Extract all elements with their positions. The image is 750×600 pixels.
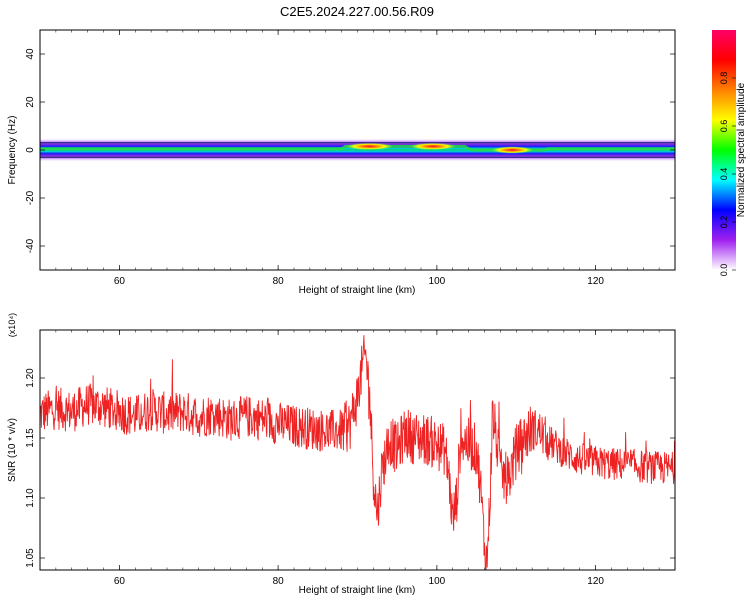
spectrogram-y-tick-label: 40: [25, 48, 36, 60]
snr-y-label: SNR (10 * v/v): [7, 418, 18, 482]
snr-y-tick-label: 1.05: [25, 548, 36, 568]
colorbar-tick-label: 0.8: [719, 72, 729, 85]
colorbar-ramp: [712, 30, 736, 270]
colorbar: 0.0 0.2 0.4 0.6 0.8 Normalized spectral ampl…: [712, 30, 747, 276]
spectrogram-x-label: Height of straight line (km): [299, 285, 416, 296]
snr-x-label: Height of straight line (km): [299, 585, 416, 596]
colorbar-tick-label: 0.2: [719, 216, 729, 229]
snr-y-tick-label: 1.15: [25, 428, 36, 448]
spectrogram-x-tick-label: 60: [114, 276, 126, 287]
snr-x-tick-label: 100: [429, 576, 446, 587]
colorbar-tick-label: 0.6: [719, 120, 729, 133]
spectrogram-hotspot: [345, 142, 394, 150]
spectrogram-panel: 60 80 100 120 -40 -20 0 20 40 Height of straight…: [7, 29, 676, 296]
spectrogram-y-tick-label: 20: [25, 96, 36, 108]
colorbar-ticks: 0.0 0.2 0.4 0.6 0.8: [719, 72, 736, 277]
spectrogram-y-label: Frequency (Hz): [7, 116, 18, 185]
spectrogram-x-tick-label: 120: [587, 276, 604, 287]
snr-ticks: 60 80 100 120 1.05 1.10 1.15 1.20: [25, 330, 676, 587]
spectrogram-y-tick-label: -40: [25, 238, 36, 253]
spectrogram-band: [40, 138, 675, 162]
spectrogram-y-tick-label: -20: [25, 190, 36, 205]
spectrogram-x-tick-label: 100: [429, 276, 446, 287]
snr-y-tick-label: 1.20: [25, 368, 36, 388]
spectrogram-hotspot: [409, 142, 457, 150]
spectrogram-x-tick-label: 80: [273, 276, 285, 287]
snr-plot-area: [40, 330, 675, 570]
snr-x-tick-label: 120: [587, 576, 604, 587]
snr-x-tick-label: 60: [114, 576, 126, 587]
snr-series-line: [40, 335, 675, 570]
colorbar-label: Normalized spectral amplitude: [736, 82, 747, 217]
snr-y-tick-label: 1.10: [25, 488, 36, 508]
chart-title: C2E5.2024.227.00.56.R09: [280, 4, 434, 19]
spectrogram-y-tick-label: 0: [25, 147, 36, 153]
spectrogram-ticks: 60 80 100 120 -40 -20 0 20 40: [25, 30, 676, 287]
snr-x-tick-label: 80: [273, 576, 285, 587]
spectrogram-heatmap: [40, 138, 675, 162]
snr-panel: 60 80 100 120 1.05 1.10 1.15 1.20 Height of str…: [7, 313, 676, 596]
colorbar-tick-label: 0.4: [719, 168, 729, 181]
snr-y-multiplier: (x10⁴): [7, 313, 17, 337]
spectrogram-hotspot: [490, 146, 534, 154]
colorbar-tick-label: 0.0: [719, 264, 729, 277]
